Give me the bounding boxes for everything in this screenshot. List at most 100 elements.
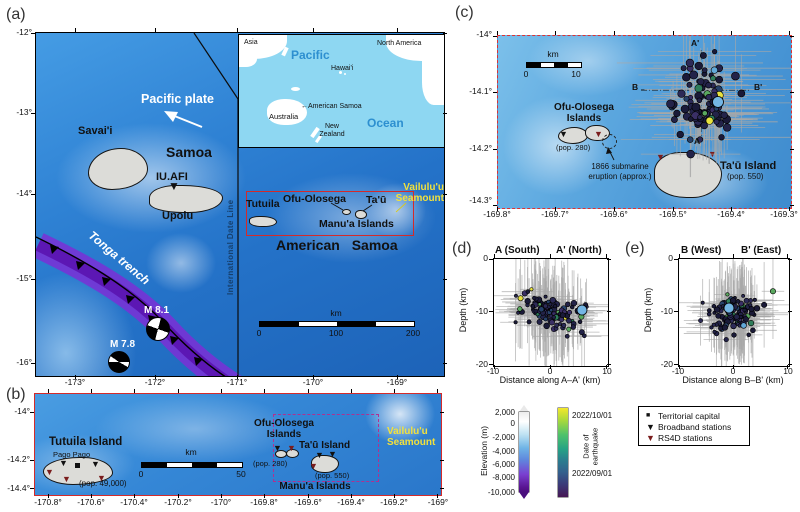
axis-tick bbox=[493, 36, 497, 37]
axis-tick bbox=[788, 364, 792, 365]
axis-tick bbox=[614, 31, 615, 35]
earthquake-marker bbox=[743, 297, 750, 304]
x-tick-label: 0 bbox=[547, 366, 553, 376]
y-tick-label: -20 bbox=[475, 359, 488, 369]
tau-islet bbox=[355, 210, 367, 219]
station-code-label: IU.AFI bbox=[156, 171, 188, 183]
axis-tick bbox=[443, 363, 447, 364]
earthquake-marker bbox=[741, 293, 746, 298]
x-tick-label: -170° bbox=[302, 377, 324, 387]
axis-tick bbox=[443, 113, 447, 114]
x-tick-label: 10 bbox=[783, 366, 793, 376]
axis-tick bbox=[674, 311, 678, 312]
elevation-tick: -2,000 bbox=[492, 433, 515, 442]
earthquake-marker bbox=[742, 307, 747, 313]
axis-tick bbox=[397, 375, 398, 379]
earthquake-marker bbox=[731, 332, 737, 338]
earthquake-marker bbox=[554, 322, 560, 328]
axis-tick bbox=[679, 254, 680, 258]
axis-tick bbox=[48, 389, 49, 393]
american-samoa-label: American Samoa bbox=[276, 237, 398, 253]
tutuila-label: Tutuila bbox=[246, 198, 280, 210]
ofu-population-label: (pop. 280) bbox=[253, 459, 288, 468]
legend-row: ▼ Broadband stations bbox=[646, 421, 749, 432]
axis-tick bbox=[31, 279, 35, 280]
eruption-label-line2: eruption (approx.) bbox=[588, 172, 652, 181]
earthquake-marker bbox=[711, 322, 716, 327]
earthquake-marker bbox=[517, 295, 524, 302]
savaii-island bbox=[88, 148, 148, 190]
axis-tick bbox=[394, 389, 395, 393]
scalebar-tick: 200 bbox=[405, 328, 421, 338]
earthquake-marker bbox=[514, 293, 518, 298]
earthquake-marker bbox=[543, 322, 550, 330]
date-colorbar-top-label: 2022/10/01 bbox=[572, 411, 613, 420]
y-tick-label: -14.2° bbox=[7, 454, 30, 464]
tutuila-island bbox=[43, 457, 113, 485]
earthquake-marker bbox=[567, 309, 573, 315]
axis-tick bbox=[313, 375, 314, 379]
axis-tick bbox=[607, 364, 611, 365]
x-tick-label: -171° bbox=[226, 377, 248, 387]
broadband-station-icon: ▼ bbox=[91, 459, 100, 469]
hawaii-islands bbox=[339, 71, 342, 74]
x-tick-label: -169° bbox=[427, 497, 449, 507]
y-tick-label: -14.2° bbox=[469, 143, 492, 153]
y-tick-label: -12° bbox=[16, 27, 32, 37]
y-tick-label: -20 bbox=[660, 359, 673, 369]
earthquake-marker bbox=[524, 298, 531, 305]
x-tick-label: 0 bbox=[730, 366, 736, 376]
earthquake-marker bbox=[538, 306, 545, 313]
earthquake-marker bbox=[750, 327, 756, 334]
upolu-label: Upolu bbox=[162, 210, 194, 222]
axis-tick bbox=[31, 113, 35, 114]
earthquake-marker bbox=[673, 109, 681, 118]
earthquake-marker bbox=[722, 123, 732, 132]
axis-tick bbox=[607, 259, 611, 260]
axis-tick bbox=[237, 28, 238, 32]
territorial-capital-icon: ■ bbox=[646, 412, 651, 419]
scalebar bbox=[259, 321, 415, 327]
earthquake-marker bbox=[731, 71, 740, 81]
tau-island bbox=[654, 152, 722, 198]
earthquake-marker bbox=[559, 312, 566, 319]
axis-tick bbox=[489, 259, 493, 260]
x-tick-label: -169° bbox=[386, 377, 408, 387]
axis-tick bbox=[397, 28, 398, 32]
axis-tick bbox=[394, 494, 395, 498]
scalebar-unit: km bbox=[185, 447, 197, 457]
date-colorbar bbox=[558, 408, 568, 497]
rs4d-station-icon: ▼ bbox=[656, 152, 665, 162]
earthquake-marker bbox=[529, 287, 534, 292]
tau-label: Ta'ū bbox=[366, 194, 387, 206]
scalebar-unit: km bbox=[330, 308, 342, 318]
earthquake-marker bbox=[548, 319, 555, 326]
earthquake-marker bbox=[561, 322, 567, 328]
axis-tick bbox=[733, 365, 734, 369]
axis-tick bbox=[787, 254, 788, 258]
earthquake-marker bbox=[686, 136, 694, 143]
axis-tick bbox=[788, 311, 792, 312]
x-tick-label: -169.3° bbox=[770, 209, 798, 219]
legend-row: ▼ RS4D stations bbox=[646, 432, 749, 443]
scalebar-tick: 10 bbox=[571, 69, 581, 79]
earthquake-marker bbox=[526, 319, 532, 325]
savaii-label: Savai'i bbox=[78, 125, 113, 137]
section-endpoint-a-prime: A' bbox=[691, 38, 700, 48]
axis-tick bbox=[308, 494, 309, 498]
y-tick-label: -15° bbox=[16, 273, 32, 283]
earthquake-marker bbox=[677, 89, 686, 98]
x-tick-label: 10 bbox=[602, 366, 612, 376]
section-d-plot bbox=[493, 258, 609, 367]
x-tick-label: -170.6° bbox=[77, 497, 105, 507]
rs4d-station-icon: ▼ bbox=[594, 129, 603, 139]
manua-islands-label: Manu'a Islands bbox=[279, 481, 351, 492]
axis-tick bbox=[237, 375, 238, 379]
pacific-inset-map: Asia Pacific Hawai'i North America ←Amer… bbox=[238, 34, 444, 148]
axis-tick bbox=[48, 494, 49, 498]
ocean-label: Ocean bbox=[367, 116, 404, 130]
earthquake-marker bbox=[516, 310, 521, 315]
vailuluu-label-line1: Vailulu'u bbox=[387, 426, 428, 437]
broadband-station-icon: ▼ bbox=[315, 450, 324, 460]
